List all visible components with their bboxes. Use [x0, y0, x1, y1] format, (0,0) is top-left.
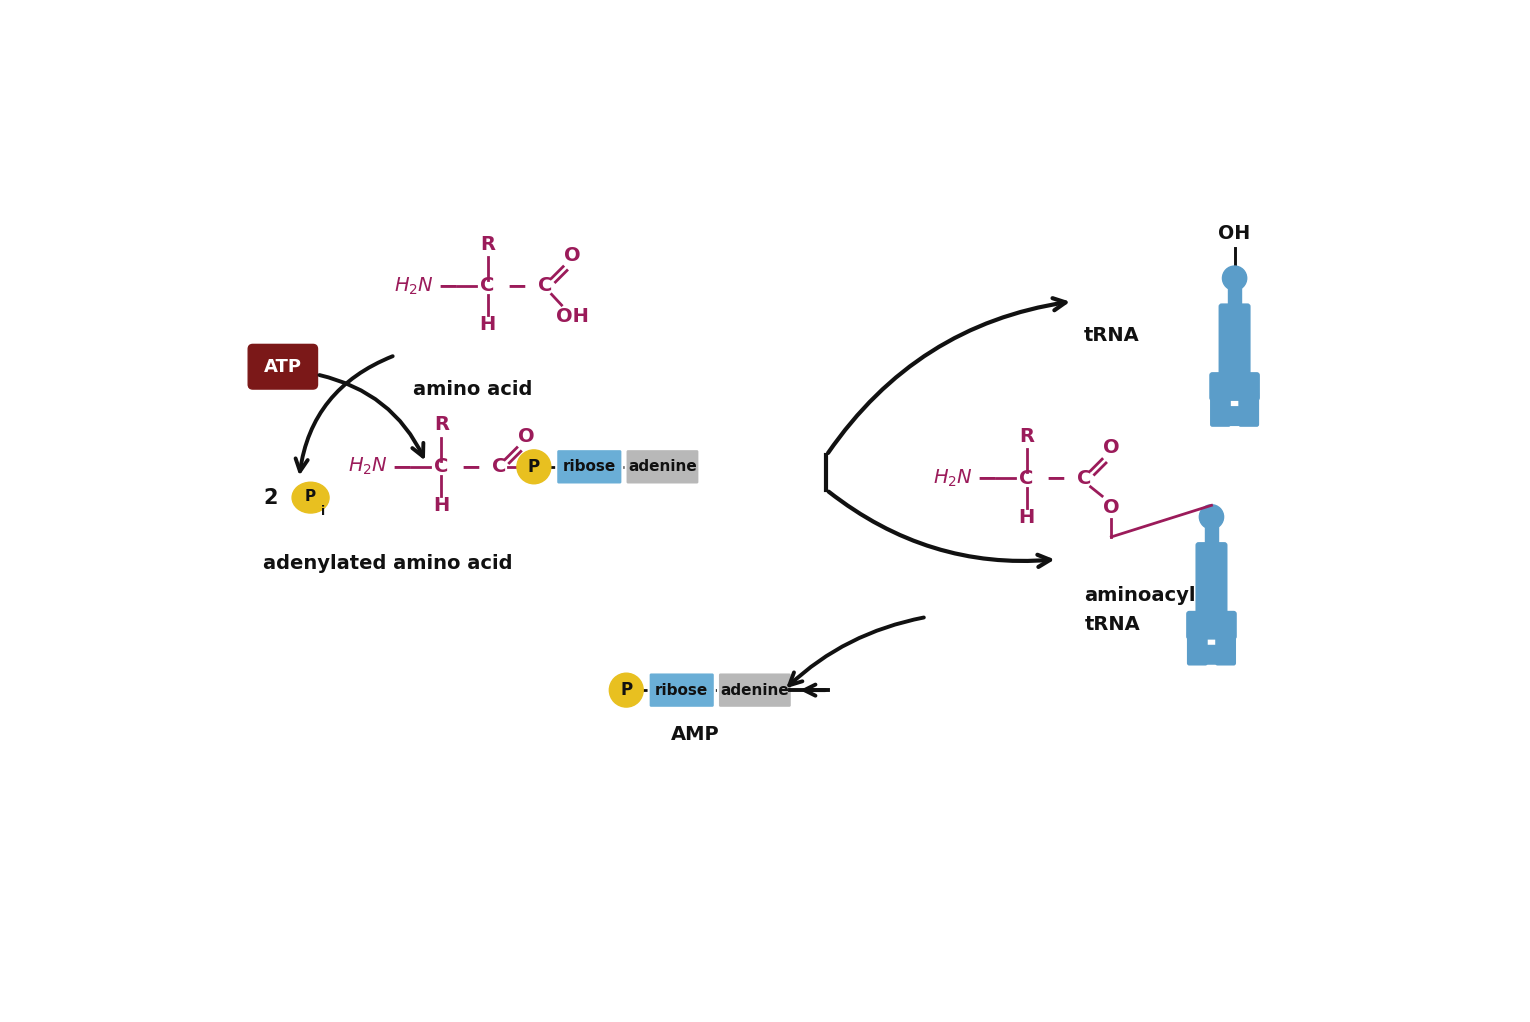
Text: −: − — [392, 455, 412, 479]
Circle shape — [1200, 505, 1224, 529]
Text: $H_2N$: $H_2N$ — [347, 456, 387, 477]
Text: H: H — [1019, 508, 1034, 526]
Text: O: O — [517, 426, 534, 446]
Text: H: H — [479, 315, 496, 334]
Text: C: C — [493, 457, 506, 476]
Text: C: C — [1019, 469, 1034, 487]
Text: O: O — [565, 245, 581, 265]
Text: O: O — [1103, 498, 1120, 517]
Text: C: C — [539, 276, 552, 295]
Text: tRNA: tRNA — [1085, 615, 1140, 635]
FancyBboxPatch shape — [1187, 631, 1207, 665]
Circle shape — [1222, 266, 1247, 290]
Circle shape — [517, 450, 551, 483]
Bar — [1206, 525, 1218, 545]
FancyArrowPatch shape — [320, 375, 424, 457]
Text: C: C — [1077, 469, 1091, 487]
FancyBboxPatch shape — [649, 672, 715, 708]
FancyBboxPatch shape — [557, 449, 623, 484]
Text: −: − — [461, 455, 482, 479]
FancyBboxPatch shape — [1210, 391, 1230, 427]
Text: ribose: ribose — [563, 459, 617, 474]
FancyBboxPatch shape — [1186, 611, 1236, 640]
Text: ribose: ribose — [655, 683, 708, 698]
Text: i: i — [321, 505, 326, 518]
Text: 2: 2 — [263, 487, 278, 508]
FancyBboxPatch shape — [626, 449, 699, 484]
FancyArrowPatch shape — [828, 298, 1065, 453]
Text: adenine: adenine — [721, 683, 789, 698]
Bar — [1229, 286, 1241, 307]
Text: R: R — [1019, 427, 1034, 446]
Text: C: C — [480, 276, 494, 295]
FancyArrowPatch shape — [805, 685, 825, 696]
Ellipse shape — [292, 482, 329, 513]
Text: OH: OH — [1218, 225, 1250, 243]
Text: aminoacyl-: aminoacyl- — [1085, 587, 1204, 605]
FancyBboxPatch shape — [1227, 406, 1242, 426]
Text: −: − — [438, 274, 457, 297]
Text: P: P — [528, 458, 540, 476]
FancyBboxPatch shape — [248, 344, 318, 389]
Text: tRNA: tRNA — [1083, 326, 1140, 345]
Text: H: H — [433, 496, 450, 515]
Text: adenine: adenine — [629, 459, 696, 474]
Text: ATP: ATP — [263, 358, 301, 376]
FancyBboxPatch shape — [1218, 304, 1250, 382]
Text: adenylated amino acid: adenylated amino acid — [263, 554, 513, 573]
Text: AMP: AMP — [672, 725, 721, 744]
Text: −: − — [976, 466, 998, 491]
FancyBboxPatch shape — [1209, 372, 1259, 401]
Circle shape — [609, 673, 643, 707]
FancyArrowPatch shape — [295, 357, 393, 471]
Text: −: − — [1045, 466, 1066, 491]
Text: O: O — [1103, 438, 1120, 457]
Text: P: P — [620, 681, 632, 699]
Text: P: P — [304, 489, 317, 504]
FancyBboxPatch shape — [718, 672, 793, 708]
Text: $H_2N$: $H_2N$ — [933, 468, 973, 490]
Text: amino acid: amino acid — [413, 380, 532, 399]
FancyBboxPatch shape — [1238, 391, 1259, 427]
Text: $H_2N$: $H_2N$ — [393, 275, 435, 296]
FancyArrowPatch shape — [829, 492, 1050, 567]
FancyArrowPatch shape — [789, 617, 924, 685]
Text: C: C — [435, 457, 448, 476]
Text: −: − — [506, 274, 528, 297]
FancyBboxPatch shape — [1215, 631, 1236, 665]
FancyBboxPatch shape — [1204, 645, 1219, 664]
Text: R: R — [435, 416, 448, 434]
Text: OH: OH — [555, 308, 589, 326]
Text: R: R — [480, 234, 496, 253]
FancyBboxPatch shape — [1195, 542, 1227, 621]
